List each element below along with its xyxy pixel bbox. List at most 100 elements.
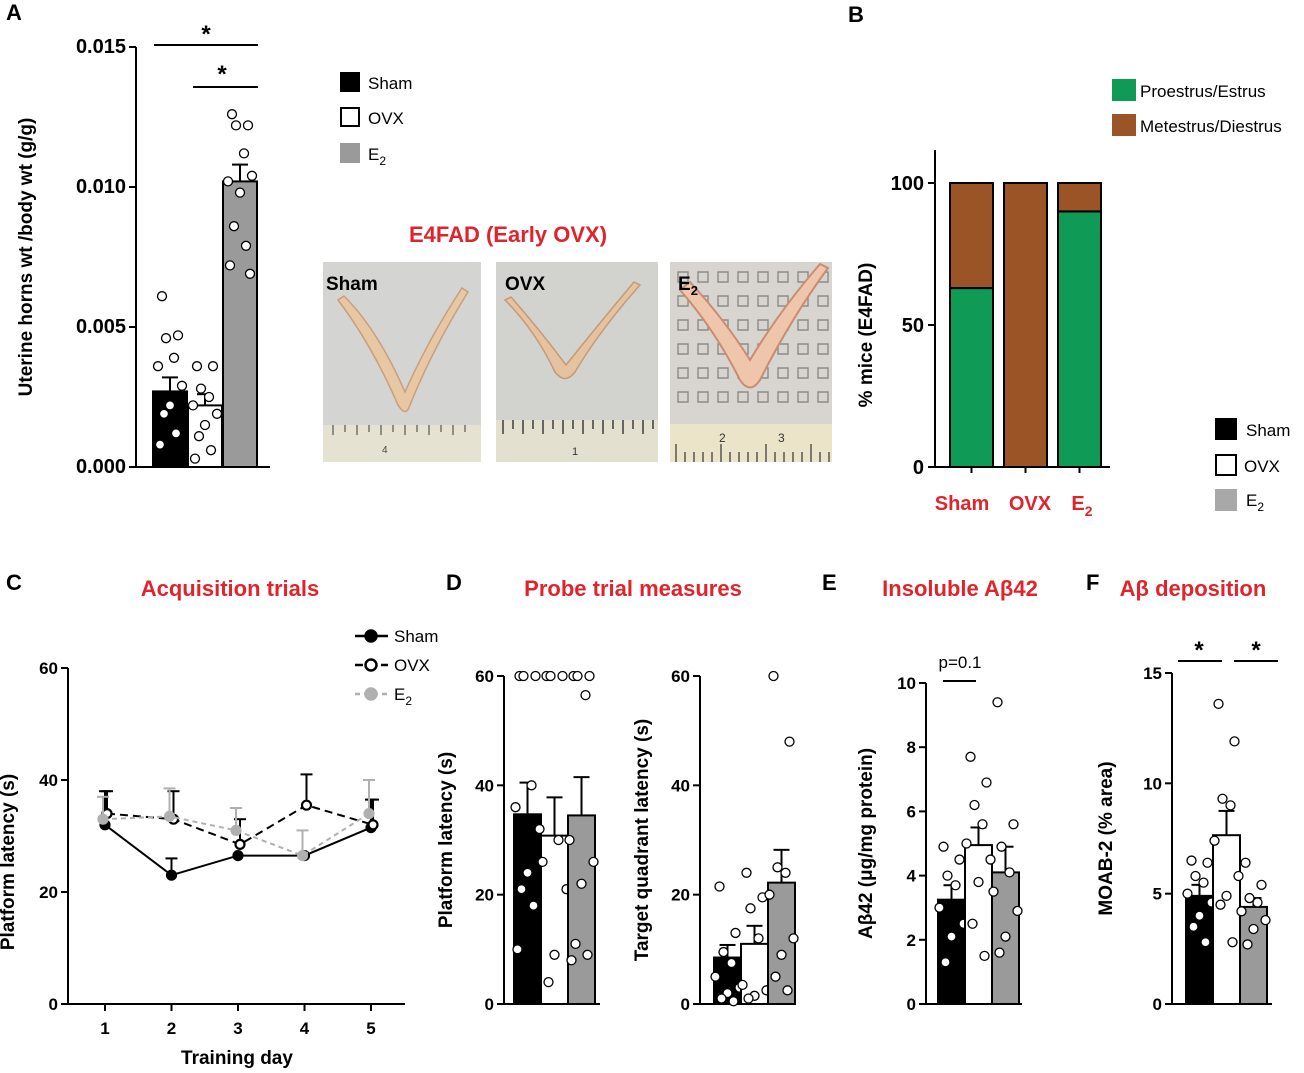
chart-d1-data-point	[530, 670, 541, 682]
chart-f-data-point	[1186, 855, 1197, 866]
chart-f-data-point	[1217, 793, 1228, 804]
chart-a-data-point	[193, 431, 205, 442]
ruler-e2	[670, 424, 832, 462]
chart-f-data-point	[1260, 914, 1271, 926]
photo-sham: 4 Sham	[323, 262, 481, 462]
legend-b-label-sham: Sham	[1246, 421, 1290, 440]
chart-e-data-point	[994, 947, 1005, 958]
chart-c-legend-marker-ovx	[364, 658, 378, 672]
chart-f-data-point	[1227, 937, 1238, 948]
chart-d2-data-point	[788, 933, 799, 944]
chart-a-significance-label: *	[217, 61, 227, 88]
chart-d1-data-point	[566, 955, 577, 966]
chart-b-x-label-e2: E2	[1071, 493, 1092, 519]
chart-a-data-point	[207, 361, 219, 372]
chart-e-y-axis-label: Aβ42 (μg/mg protein)	[856, 748, 877, 939]
chart-d2-data-point	[780, 867, 791, 878]
chart-a-data-point	[195, 383, 207, 394]
chart-f-y-tick-label: 0	[1153, 995, 1162, 1014]
chart-f-data-point	[1233, 870, 1244, 882]
chart-e-data-point	[946, 931, 957, 942]
chart-a-y-axis-label: Uterine horns wt /body wt (g/g)	[16, 118, 37, 397]
chart-a-data-point	[187, 400, 199, 411]
chart-e-data-point	[979, 950, 990, 961]
chart-f-significance-label: *	[1251, 637, 1261, 664]
chart-a-data-point	[168, 352, 180, 363]
chart-e-data-point	[973, 876, 984, 888]
chart-d2-data-point	[728, 996, 739, 1007]
chart-d1-y-tick-label: 0	[485, 995, 494, 1014]
chart-d2-y-tick-label: 40	[671, 776, 690, 795]
chart-d2-y-tick-label: 60	[671, 667, 690, 686]
chart-a-data-point	[158, 408, 170, 419]
chart-b-estrous-stage: 0 50 100 % mice (E4FAD) Sham OVX E2	[856, 150, 1110, 519]
chart-a-data-point	[160, 333, 172, 344]
chart-c-y-tick-label: 60	[39, 659, 58, 678]
chart-d2-data-point	[745, 903, 756, 914]
chart-f-data-point	[1225, 800, 1236, 811]
chart-a-significance-label: *	[201, 21, 211, 48]
chart-e-abeta42: 0 2 4 6 8 10 Aβ42 (μg/mg protein) p=0.1	[856, 653, 1023, 1014]
chart-f-data-point	[1190, 870, 1201, 882]
ruler-ovx-number: 1	[572, 446, 578, 458]
chart-e-data-point	[996, 841, 1007, 852]
chart-d2-data-point	[743, 993, 754, 1004]
chart-f-moab2: 0 5 10 15 MOAB-2 (% area) * *	[1096, 637, 1278, 1014]
chart-d1-data-point	[543, 976, 554, 988]
chart-e-data-point	[1012, 905, 1023, 917]
chart-c-point-sham	[232, 849, 244, 862]
chart-d2-data-point	[737, 979, 748, 991]
legend-label-ovx: OVX	[368, 109, 404, 128]
chart-e-data-point	[965, 751, 976, 762]
chart-c-point-e2	[363, 807, 375, 820]
chart-d2-data-point	[772, 862, 783, 873]
chart-b-y-axis-label: % mice (E4FAD)	[856, 263, 877, 408]
chart-d2-data-point	[741, 867, 752, 878]
chart-c-point-sham	[165, 869, 178, 881]
chart-c-point-ovx	[300, 799, 313, 811]
chart-d1-data-point	[549, 949, 560, 960]
chart-a-data-point	[211, 408, 223, 419]
chart-f-data-point	[1242, 939, 1253, 950]
chart-e-significance-label: p=0.1	[938, 653, 981, 672]
chart-e-data-point	[1008, 819, 1019, 830]
chart-c-acquisition: 0 20 40 60 Platform latency (s) 1 2 3 4 5 Training…	[0, 627, 438, 1069]
chart-f-data-point	[1200, 937, 1211, 948]
panel-label-a: A	[6, 0, 22, 25]
chart-b-bar-ovx-metestrus	[1003, 182, 1048, 468]
chart-e-y-tick-label: 4	[907, 867, 917, 886]
chart-c-legend-marker-sham	[364, 629, 378, 643]
ruler-sham-number: 4	[382, 445, 388, 456]
chart-c-x-tick-label: 2	[167, 1019, 176, 1038]
chart-a-data-point	[222, 176, 234, 187]
chart-c-point-e2	[296, 849, 309, 862]
chart-b-y-tick-label: 100	[891, 173, 924, 195]
chart-e-data-point	[934, 902, 945, 913]
chart-e-data-point	[977, 819, 988, 830]
chart-d1-data-point	[564, 834, 575, 846]
chart-e-data-point	[988, 886, 999, 897]
chart-f-data-point	[1194, 910, 1205, 921]
chart-c-legend-label-e2: E2	[394, 685, 412, 708]
chart-a-data-point	[156, 291, 168, 302]
chart-f-data-point	[1221, 890, 1232, 902]
photo-label-ovx: OVX	[505, 274, 545, 295]
chart-d1-data-point	[582, 949, 593, 960]
chart-c-legend-label-sham: Sham	[394, 627, 438, 646]
legend-swatch-sham	[340, 72, 360, 92]
chart-a-data-point	[205, 445, 217, 456]
chart-e-data-point	[1000, 931, 1011, 942]
legend-b-label-ovx: OVX	[1244, 457, 1280, 476]
legend-b-label-e2: E2	[1246, 491, 1264, 514]
chart-a-data-point	[170, 428, 182, 439]
chart-d1-y-tick-label: 20	[475, 886, 494, 905]
chart-a-data-point	[191, 361, 203, 372]
chart-d1-data-point	[572, 670, 583, 682]
legend-b-swatch-e2	[1215, 489, 1237, 511]
chart-b-x-label-ovx: OVX	[1009, 493, 1052, 515]
chart-f-data-point	[1229, 736, 1240, 747]
chart-d1-data-point	[545, 670, 556, 682]
chart-a-data-point	[244, 268, 256, 279]
chart-a-data-point	[154, 439, 166, 450]
